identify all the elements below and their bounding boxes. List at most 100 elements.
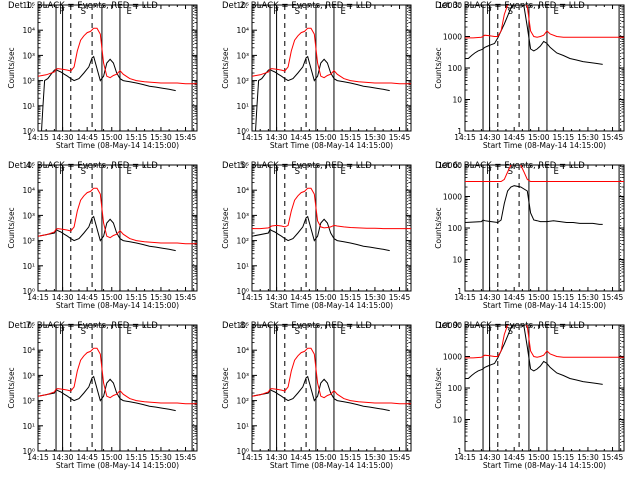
panel-title: Det 2: BLACK = Events, RED = LLD — [222, 1, 372, 11]
plot-frame — [37, 324, 198, 452]
y-tick-label: 10³ — [236, 211, 249, 220]
x-tick-label: 15:00 — [315, 453, 337, 462]
series-line-lld — [252, 347, 411, 405]
panel-title: Det 8: BLACK = Events, RED = LLD — [222, 321, 372, 331]
x-tick-label: 14:45 — [290, 293, 312, 302]
y-tick-label: 10000 — [438, 321, 462, 330]
marker-letter: P — [59, 7, 64, 17]
y-tick-label: 10² — [22, 397, 35, 406]
marker-letter: P — [486, 7, 491, 17]
x-tick-label: 14:45 — [76, 133, 98, 142]
x-tick-label: 15:15 — [340, 293, 362, 302]
plot-frame — [37, 164, 198, 292]
y-tick-label: 1 — [457, 287, 462, 296]
y-tick-label: 10³ — [22, 371, 35, 380]
marker-letter: E — [127, 167, 132, 177]
x-tick-label: 14:45 — [290, 133, 312, 142]
x-tick-label: 15:45 — [602, 133, 624, 142]
marker-letter: P — [486, 327, 491, 337]
marker-letter: P — [59, 167, 64, 177]
x-axis-label: Start Time (08-May-14 14:15:00) — [56, 461, 179, 470]
x-axis-label: Start Time (08-May-14 14:15:00) — [483, 141, 606, 150]
y-axis-label: Counts/sec — [434, 207, 443, 248]
x-axis-label: Start Time (08-May-14 14:15:00) — [270, 141, 393, 150]
panel-title: Det 3: BLACK = Events, RED = LLD — [435, 1, 585, 11]
marker-letter: S — [508, 167, 513, 177]
marker-letter: P — [273, 167, 278, 177]
marker-letter: E — [127, 327, 132, 337]
x-tick-label: 14:15 — [241, 293, 263, 302]
x-tick-label: 15:15 — [126, 453, 148, 462]
x-tick-label: 14:30 — [52, 293, 74, 302]
x-tick-label: 14:30 — [266, 293, 288, 302]
x-tick-label: 15:45 — [175, 453, 197, 462]
y-tick-label: 10 — [452, 96, 462, 105]
y-axis-label: Counts/sec — [7, 207, 16, 248]
x-tick-label: 15:45 — [175, 293, 197, 302]
y-tick-label: 1 — [457, 127, 462, 136]
x-tick-label: 14:45 — [503, 293, 525, 302]
x-tick-label: 14:15 — [241, 133, 263, 142]
y-tick-label: 10¹ — [22, 102, 35, 111]
x-axis-label: Start Time (08-May-14 14:15:00) — [270, 301, 393, 310]
marker-letter: P — [59, 327, 64, 337]
x-tick-label: 15:00 — [528, 133, 550, 142]
marker-letter: S — [295, 7, 300, 17]
series-line-lld — [465, 5, 624, 39]
x-tick-label: 14:15 — [27, 133, 49, 142]
y-tick-label: 10⁴ — [22, 346, 35, 355]
y-axis-label: Counts/sec — [434, 367, 443, 408]
x-axis-label: Start Time (08-May-14 14:15:00) — [56, 141, 179, 150]
series-line-lld — [38, 187, 197, 245]
x-tick-label: 15:30 — [150, 453, 172, 462]
x-tick-label: 15:00 — [101, 453, 123, 462]
x-tick-label: 15:00 — [101, 293, 123, 302]
marker-letter: S — [81, 7, 86, 17]
marker-letter: P — [273, 327, 278, 337]
y-axis-label: Counts/sec — [221, 47, 230, 88]
x-tick-label: 15:30 — [364, 293, 386, 302]
y-tick-label: 10⁰ — [22, 127, 35, 136]
marker-letter: E — [341, 167, 346, 177]
y-tick-label: 10⁵ — [236, 321, 249, 330]
x-tick-label: 14:30 — [266, 133, 288, 142]
y-tick-label: 100 — [448, 384, 463, 393]
y-axis-label: Counts/sec — [221, 367, 230, 408]
x-tick-label: 14:15 — [454, 133, 476, 142]
panel-title: Det 1: BLACK = Events, RED = LLD — [8, 1, 158, 11]
x-tick-label: 15:00 — [315, 133, 337, 142]
plot-frame — [464, 4, 625, 132]
y-tick-label: 1 — [457, 447, 462, 456]
y-tick-label: 10000 — [438, 1, 462, 10]
plot-frame — [251, 4, 412, 132]
plot-frame — [37, 4, 198, 132]
y-axis-label: Counts/sec — [7, 47, 16, 88]
x-tick-label: 14:45 — [503, 453, 525, 462]
x-tick-label: 15:00 — [101, 133, 123, 142]
series-line-events — [41, 55, 176, 131]
y-tick-label: 10² — [236, 77, 249, 86]
y-axis-label: Counts/sec — [434, 47, 443, 88]
marker-letter: P — [486, 167, 491, 177]
y-tick-label: 10² — [236, 237, 249, 246]
series-line-events — [38, 215, 176, 252]
marker-letter: S — [295, 327, 300, 337]
y-tick-label: 10⁵ — [236, 1, 249, 10]
y-tick-label: 10⁰ — [22, 447, 35, 456]
y-tick-label: 10⁰ — [236, 287, 249, 296]
x-tick-label: 15:15 — [553, 453, 575, 462]
y-tick-label: 1000 — [443, 353, 462, 362]
x-tick-label: 14:30 — [479, 453, 501, 462]
series-line-events — [252, 215, 390, 252]
y-tick-label: 10 — [452, 256, 462, 265]
y-tick-label: 10³ — [22, 211, 35, 220]
plot-frame — [251, 164, 412, 292]
